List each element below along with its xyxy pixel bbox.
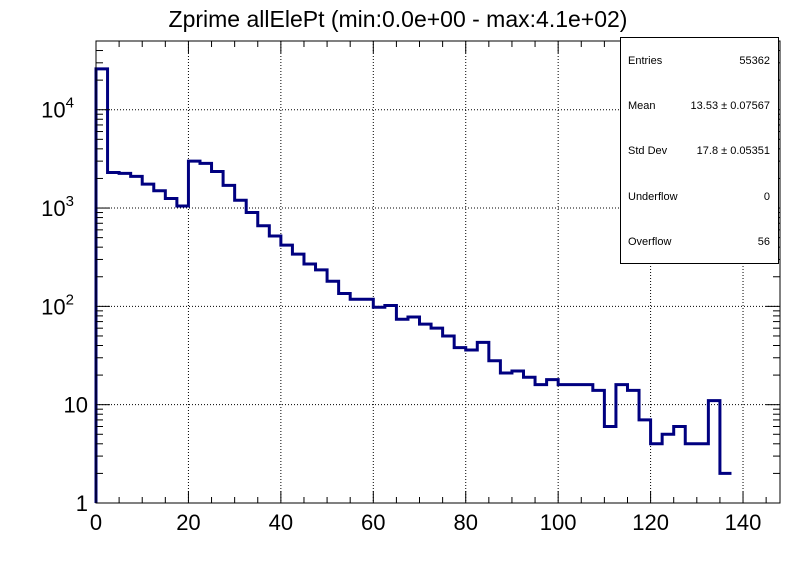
stats-label: Entries [628,55,663,67]
x-tick-label: 120 [632,510,669,535]
x-tick-label: 140 [725,510,762,535]
y-tick-label: 10 [64,393,88,418]
y-tick-base: 10 [41,294,65,319]
stats-value: 56 [757,236,770,248]
histogram-series [94,67,732,503]
x-tick-label: 0 [90,510,102,535]
y-tick-label: 104 [41,95,74,123]
stats-row-entries: Entries 55362 [628,55,770,67]
x-tick-label: 40 [269,510,293,535]
y-tick-exponent: 2 [66,291,74,308]
histogram-line [94,67,732,503]
y-tick-label: 103 [41,193,74,221]
stats-row-overflow: Overflow 56 [628,236,770,248]
y-tick-base: 10 [41,196,65,221]
stats-value: 13.53 ± 0.07567 [690,100,770,112]
plot-frame [95,40,781,504]
stats-value: 55362 [739,55,770,67]
y-tick-label: 1 [76,491,88,516]
x-axis-ticks: 0 20 40 60 80 100 120 140 [90,41,767,535]
stats-label: Std Dev [628,145,668,157]
stats-value: 17.8 ± 0.05351 [696,145,770,157]
stats-label: Overflow [628,236,672,248]
stats-label: Mean [628,100,656,112]
y-tick-exponent: 3 [66,193,74,210]
y-tick-exponent: 4 [66,95,74,112]
stats-row-mean: Mean 13.53 ± 0.07567 [628,100,770,112]
stats-label: Underflow [628,191,678,203]
y-tick-base: 10 [64,393,88,418]
grid-lines [96,41,780,503]
x-tick-label: 60 [361,510,385,535]
y-tick-label: 102 [41,291,74,319]
x-tick-label: 80 [453,510,477,535]
stats-row-std-dev: Std Dev 17.8 ± 0.05351 [628,145,770,157]
x-tick-label: 100 [540,510,577,535]
x-tick-label: 20 [176,510,200,535]
chart-title: Zprime allElePt (min:0.0e+00 - max:4.1e+… [168,6,628,32]
stats-box: Entries 55362 Mean 13.53 ± 0.07567 Std D… [620,37,779,264]
y-tick-base: 10 [41,98,65,123]
axes [95,40,781,504]
stats-row-underflow: Underflow 0 [628,191,770,203]
y-tick-base: 1 [76,491,88,516]
stats-value: 0 [763,191,770,203]
